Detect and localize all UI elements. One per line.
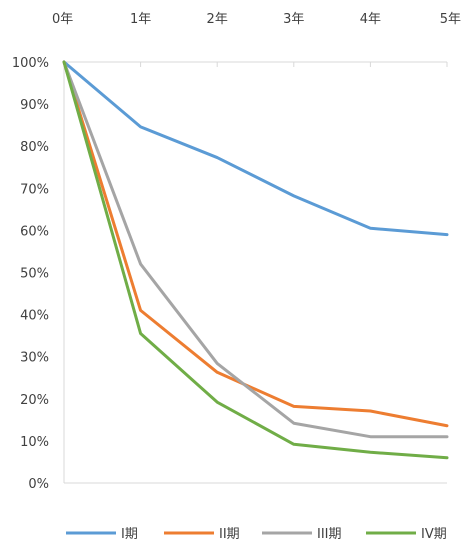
x-tick-label: 2年 xyxy=(207,12,228,27)
y-tick-label: 80% xyxy=(20,140,49,155)
axes xyxy=(63,60,448,484)
legend-item-2: II期 xyxy=(164,527,240,542)
y-tick-label: 0% xyxy=(28,477,49,492)
x-tick-label: 0年 xyxy=(52,12,73,27)
series-lines xyxy=(62,60,449,460)
y-tick-label: 90% xyxy=(20,98,49,113)
series-line-3 xyxy=(62,60,449,439)
legend-label: I期 xyxy=(121,527,138,542)
x-tick-label: 3年 xyxy=(283,12,304,27)
legend-item-1: I期 xyxy=(66,527,138,542)
x-tick-label: 1年 xyxy=(130,12,151,27)
y-tick-label: 50% xyxy=(20,267,49,282)
y-tick-label: 60% xyxy=(20,224,49,239)
legend: I期 II期 III期 IV期 xyxy=(66,527,447,542)
x-tick-label: 4年 xyxy=(360,12,381,27)
x-tick-labels: 0年 1年 2年 3年 4年 5年 xyxy=(52,12,461,27)
y-tick-label: 10% xyxy=(20,435,49,450)
series-line-4 xyxy=(62,60,449,460)
y-tick-label: 70% xyxy=(20,182,49,197)
legend-label: II期 xyxy=(219,527,240,542)
y-tick-label: 100% xyxy=(12,56,49,71)
y-tick-label: 30% xyxy=(20,351,49,366)
y-tick-labels: 0% 10% 20% 30% 40% 50% 60% 70% 80% 90% 100% xyxy=(12,56,49,492)
legend-item-3: III期 xyxy=(262,527,342,542)
y-tick-label: 40% xyxy=(20,309,49,324)
x-tick-label: 5年 xyxy=(440,12,461,27)
legend-label: IV期 xyxy=(421,527,447,542)
y-tick-label: 20% xyxy=(20,393,49,408)
legend-label: III期 xyxy=(317,527,342,542)
series-line-2 xyxy=(62,60,449,428)
legend-item-4: IV期 xyxy=(366,527,447,542)
series-line-1 xyxy=(62,60,449,237)
